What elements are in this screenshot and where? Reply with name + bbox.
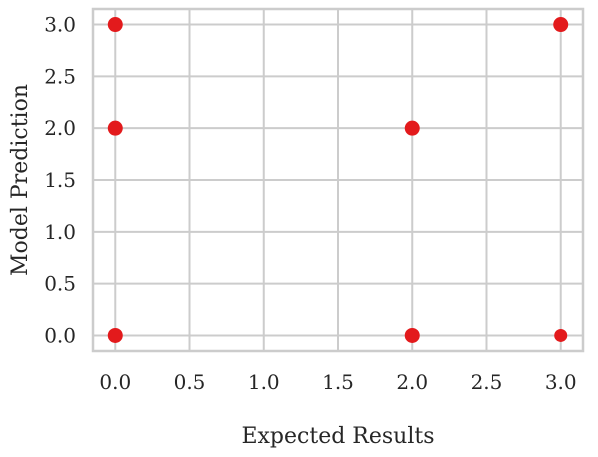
data-points — [107, 17, 569, 343]
scatter-point — [107, 17, 123, 33]
x-tick-label: 1.5 — [322, 370, 354, 394]
y-tick-label: 2.0 — [44, 116, 76, 140]
y-tick-label: 1.5 — [44, 168, 76, 192]
x-tick-label: 2.5 — [471, 370, 503, 394]
y-tick-label: 3.0 — [44, 13, 76, 37]
x-tick-label: 1.0 — [248, 370, 280, 394]
y-tick-labels: 0.0 0.5 1.0 1.5 2.0 2.5 3.0 — [44, 13, 76, 348]
scatter-point — [553, 17, 569, 33]
x-tick-label: 0.5 — [174, 370, 206, 394]
plot-frame — [91, 7, 585, 353]
x-axis-label: Expected Results — [241, 424, 434, 449]
scatter-point — [107, 120, 123, 136]
x-tick-label: 3.0 — [545, 370, 577, 394]
y-tick-label: 2.5 — [44, 64, 76, 88]
y-axis-label: Model Prediction — [8, 84, 33, 276]
scatter-point — [554, 328, 568, 342]
scatter-point — [404, 120, 420, 136]
y-tick-label: 0.5 — [44, 272, 76, 296]
grid-lines — [93, 9, 583, 351]
y-tick-label: 0.0 — [44, 323, 76, 347]
x-tick-label: 2.0 — [396, 370, 428, 394]
scatter-point — [404, 327, 420, 343]
x-tick-label: 0.0 — [99, 370, 131, 394]
y-tick-label: 1.0 — [44, 220, 76, 244]
scatter-point — [107, 327, 123, 343]
x-tick-labels: 0.0 0.5 1.0 1.5 2.0 2.5 3.0 — [99, 370, 576, 394]
